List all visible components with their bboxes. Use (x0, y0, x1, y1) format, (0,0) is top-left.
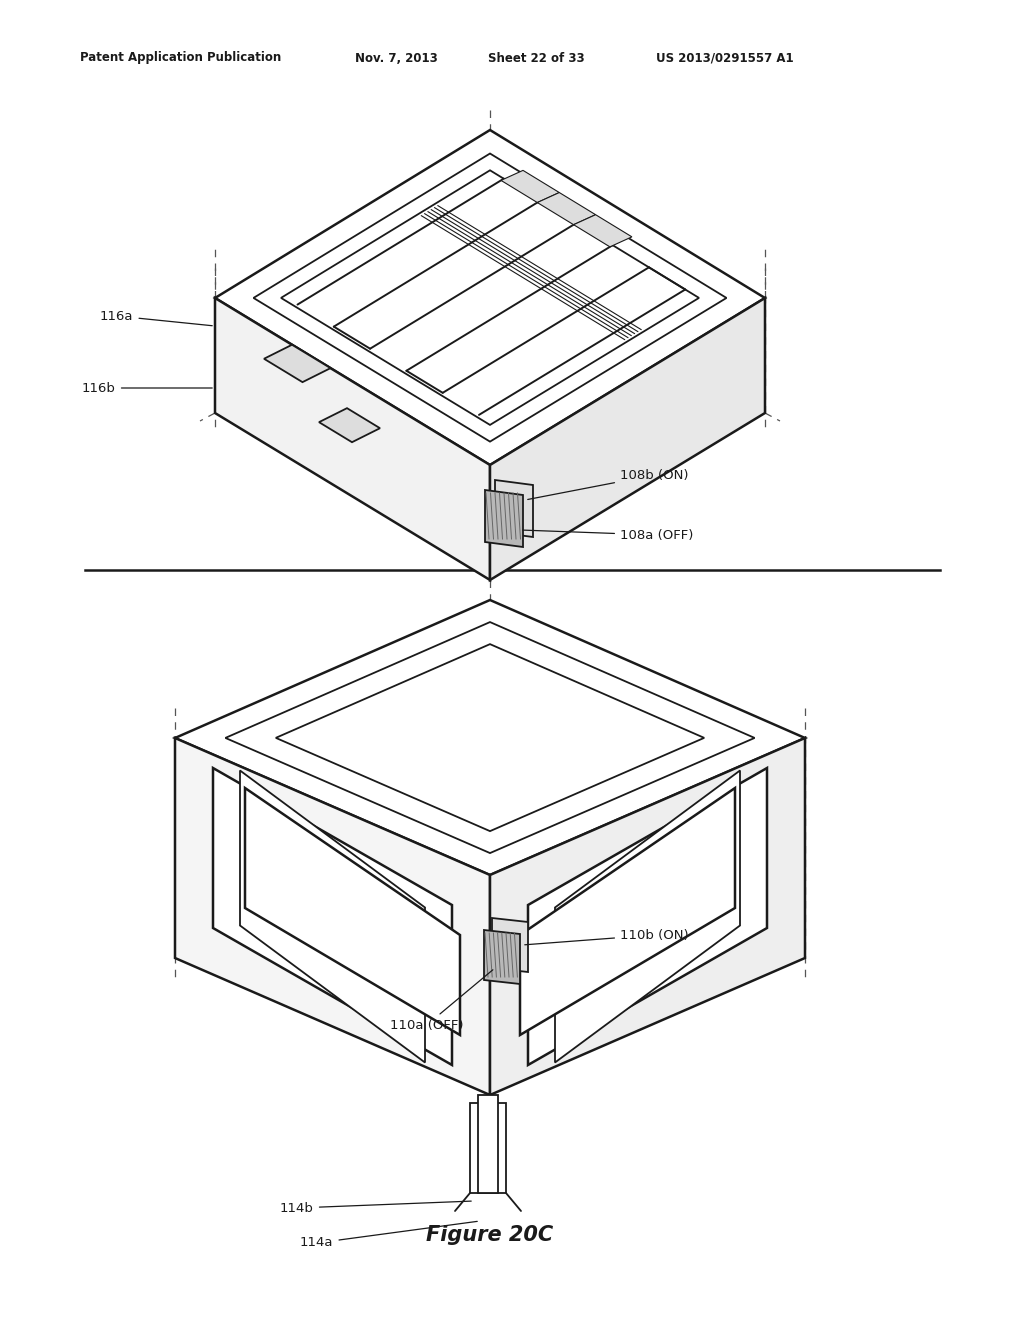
Polygon shape (215, 298, 490, 579)
Polygon shape (175, 601, 805, 875)
Polygon shape (485, 490, 523, 546)
Text: 114a: 114a (300, 1221, 477, 1250)
Text: US 2013/0291557 A1: US 2013/0291557 A1 (656, 51, 794, 65)
Polygon shape (573, 215, 632, 247)
Text: Patent Application Publication: Patent Application Publication (80, 51, 282, 65)
Text: 108a (OFF): 108a (OFF) (523, 528, 693, 541)
Text: 108b (ON): 108b (ON) (527, 469, 688, 499)
Text: 116a: 116a (100, 309, 212, 326)
Polygon shape (215, 129, 765, 465)
Polygon shape (478, 1096, 498, 1193)
Text: 110b (ON): 110b (ON) (524, 928, 688, 945)
Polygon shape (319, 408, 380, 442)
Polygon shape (484, 931, 520, 983)
Polygon shape (281, 170, 699, 425)
Polygon shape (490, 738, 805, 1096)
Polygon shape (520, 788, 735, 1035)
Polygon shape (275, 644, 705, 832)
Polygon shape (175, 738, 490, 1096)
Text: Sheet 22 of 33: Sheet 22 of 33 (488, 51, 585, 65)
Text: 116b: 116b (82, 381, 212, 395)
Polygon shape (528, 768, 767, 1065)
Polygon shape (495, 480, 534, 537)
Text: 110a (OFF): 110a (OFF) (390, 970, 493, 1031)
Polygon shape (492, 917, 528, 972)
Polygon shape (254, 153, 726, 442)
Polygon shape (555, 771, 740, 1063)
Polygon shape (245, 788, 460, 1035)
Polygon shape (213, 768, 452, 1065)
Text: Figure 20C: Figure 20C (426, 1225, 554, 1245)
Polygon shape (470, 1104, 506, 1193)
Polygon shape (264, 345, 331, 383)
Text: Nov. 7, 2013: Nov. 7, 2013 (355, 51, 437, 65)
Polygon shape (501, 170, 559, 202)
Polygon shape (538, 193, 596, 224)
Text: 114b: 114b (280, 1201, 471, 1214)
Polygon shape (225, 622, 755, 853)
Polygon shape (490, 298, 765, 579)
Polygon shape (240, 771, 425, 1063)
